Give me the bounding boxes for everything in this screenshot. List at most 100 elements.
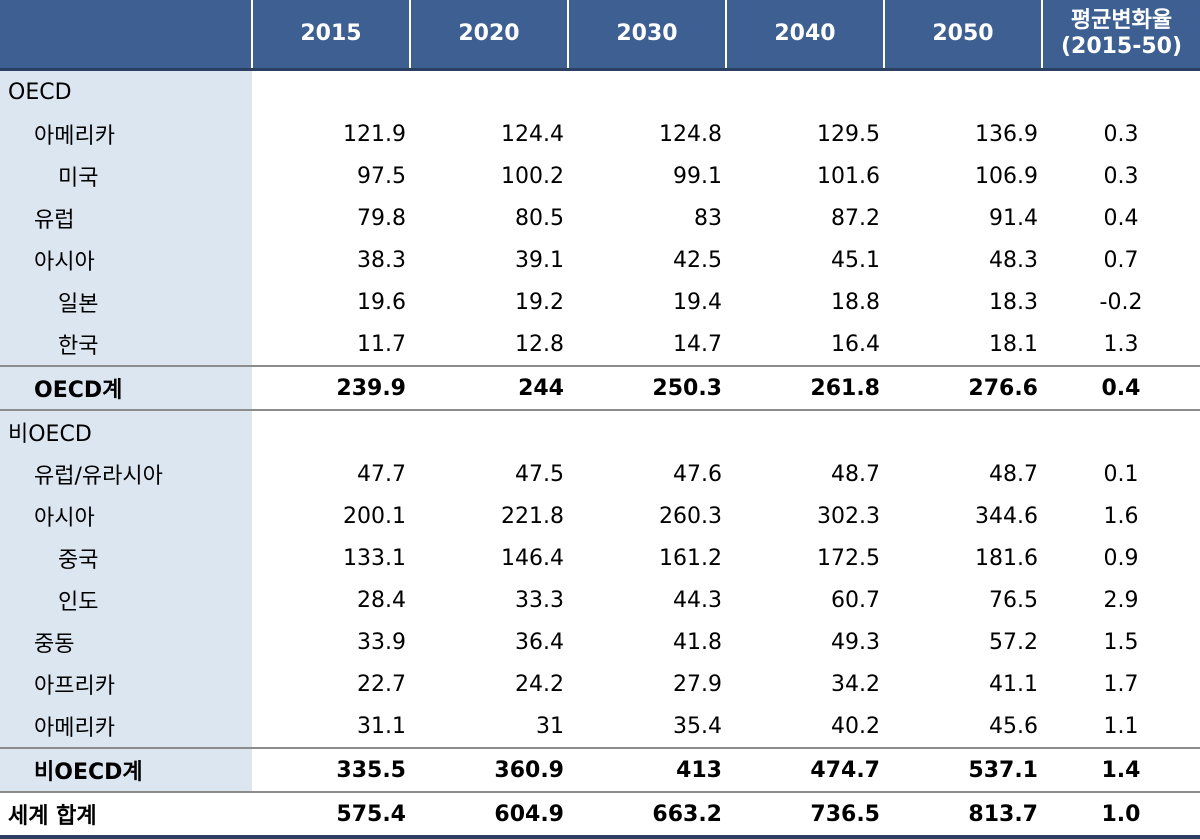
table-row: 아시아 200.1 221.8 260.3 302.3 344.6 1.6 bbox=[0, 495, 1200, 537]
cell-value: 161.2 bbox=[659, 545, 722, 571]
cell-value: 18.8 bbox=[831, 289, 880, 315]
cell-avg: 0.3 bbox=[1103, 121, 1139, 147]
table-row: 비OECD bbox=[0, 410, 1200, 453]
cell-value: 14.7 bbox=[673, 331, 722, 357]
cell-value: 302.3 bbox=[817, 503, 880, 529]
header-year: 2020 bbox=[410, 0, 569, 70]
row-label: 아시아 bbox=[0, 495, 252, 537]
table-row: 한국 11.7 12.8 14.7 16.4 18.1 1.3 bbox=[0, 323, 1200, 366]
cell-avg: 1.5 bbox=[1103, 629, 1139, 655]
cell-value: 413 bbox=[676, 757, 722, 783]
cell-value: 124.4 bbox=[501, 121, 564, 147]
row-label: OECD계 bbox=[0, 366, 252, 410]
subtotal-row: OECD계 239.9 244 250.3 261.8 276.6 0.4 bbox=[0, 366, 1200, 410]
row-label: 아시아 bbox=[0, 239, 252, 281]
cell-value: 28.4 bbox=[357, 587, 406, 613]
table-row: 유럽 79.8 80.5 83 87.2 91.4 0.4 bbox=[0, 197, 1200, 239]
cell-value: 101.6 bbox=[817, 163, 880, 189]
cell-value: 813.7 bbox=[968, 801, 1038, 827]
cell-value: 48.7 bbox=[831, 461, 880, 487]
cell-value: 99.1 bbox=[673, 163, 722, 189]
cell-value: 41.8 bbox=[673, 629, 722, 655]
cell-value bbox=[252, 410, 410, 453]
cell-value: 57.2 bbox=[989, 629, 1038, 655]
header-year: 2015 bbox=[252, 0, 411, 70]
cell-value: 45.6 bbox=[989, 713, 1038, 739]
cell-avg: 0.4 bbox=[1101, 375, 1141, 401]
cell-avg: 1.7 bbox=[1103, 671, 1139, 697]
cell-value: 344.6 bbox=[975, 503, 1038, 529]
header-row: 2015 2020 2030 2040 2050 평균변화율 (2015-50) bbox=[0, 0, 1200, 70]
cell-value: 335.5 bbox=[336, 757, 406, 783]
cell-value: 42.5 bbox=[673, 247, 722, 273]
cell-value: 22.7 bbox=[357, 671, 406, 697]
cell-value: 100.2 bbox=[501, 163, 564, 189]
table-row: 아프리카 22.7 24.2 27.9 34.2 41.1 1.7 bbox=[0, 663, 1200, 705]
cell-avg: 0.9 bbox=[1103, 545, 1139, 571]
cell-value: 474.7 bbox=[810, 757, 880, 783]
header-year: 2040 bbox=[726, 0, 885, 70]
cell-value: 80.5 bbox=[515, 205, 564, 231]
cell-value: 146.4 bbox=[501, 545, 564, 571]
table-row: 미국 97.5 100.2 99.1 101.6 106.9 0.3 bbox=[0, 155, 1200, 197]
row-label: 세계 합계 bbox=[0, 792, 252, 837]
cell-value bbox=[410, 410, 568, 453]
cell-value: 83 bbox=[694, 205, 722, 231]
cell-value: 48.7 bbox=[989, 461, 1038, 487]
row-label: 미국 bbox=[0, 155, 252, 197]
cell-value bbox=[568, 70, 726, 114]
table-row: 중국 133.1 146.4 161.2 172.5 181.6 0.9 bbox=[0, 537, 1200, 579]
cell-value: 47.6 bbox=[673, 461, 722, 487]
cell-value: 604.9 bbox=[494, 801, 564, 827]
grand-total-row: 세계 합계 575.4 604.9 663.2 736.5 813.7 1.0 bbox=[0, 792, 1200, 837]
cell-value: 33.9 bbox=[357, 629, 406, 655]
cell-value: 19.6 bbox=[357, 289, 406, 315]
cell-value: 663.2 bbox=[652, 801, 722, 827]
cell-value: 79.8 bbox=[357, 205, 406, 231]
cell-value: 27.9 bbox=[673, 671, 722, 697]
cell-value: 47.5 bbox=[515, 461, 564, 487]
cell-value: 181.6 bbox=[975, 545, 1038, 571]
cell-avg: 1.1 bbox=[1103, 713, 1139, 739]
cell-value: 24.2 bbox=[515, 671, 564, 697]
table-row: 중동 33.9 36.4 41.8 49.3 57.2 1.5 bbox=[0, 621, 1200, 663]
cell-value: 200.1 bbox=[343, 503, 406, 529]
cell-value: 244 bbox=[518, 375, 564, 401]
cell-avg: 2.9 bbox=[1103, 587, 1139, 613]
row-label: 비OECD bbox=[0, 410, 252, 453]
table-row: OECD bbox=[0, 69, 1200, 114]
cell-value: 36.4 bbox=[515, 629, 564, 655]
cell-value: 172.5 bbox=[817, 545, 880, 571]
cell-value: 19.4 bbox=[673, 289, 722, 315]
table-row: 일본 19.6 19.2 19.4 18.8 18.3 -0.2 bbox=[0, 281, 1200, 323]
cell-value: 76.5 bbox=[989, 587, 1038, 613]
cell-avg: -0.2 bbox=[1099, 289, 1143, 315]
cell-value bbox=[726, 70, 884, 114]
cell-value: 91.4 bbox=[989, 205, 1038, 231]
cell-value: 121.9 bbox=[343, 121, 406, 147]
row-label: 아프리카 bbox=[0, 663, 252, 705]
table-row: 아메리카 31.1 31 35.4 40.2 45.6 1.1 bbox=[0, 705, 1200, 748]
cell-avg: 1.4 bbox=[1101, 757, 1141, 783]
cell-value: 261.8 bbox=[810, 375, 880, 401]
cell-value: 16.4 bbox=[831, 331, 880, 357]
cell-value: 106.9 bbox=[975, 163, 1038, 189]
cell-value: 736.5 bbox=[810, 801, 880, 827]
header-avg-line2: (2015-50) bbox=[1060, 34, 1183, 59]
row-label: 한국 bbox=[0, 323, 252, 366]
header-avg-line1: 평균변화율 bbox=[1070, 8, 1173, 33]
cell-value: 221.8 bbox=[501, 503, 564, 529]
cell-value: 97.5 bbox=[357, 163, 406, 189]
cell-value: 18.1 bbox=[989, 331, 1038, 357]
row-label: 유럽 bbox=[0, 197, 252, 239]
row-label: 유럽/유라시아 bbox=[0, 453, 252, 495]
cell-value: 276.6 bbox=[968, 375, 1038, 401]
cell-value bbox=[410, 70, 568, 114]
cell-avg: 0.1 bbox=[1103, 461, 1139, 487]
cell-value: 250.3 bbox=[652, 375, 722, 401]
cell-value bbox=[568, 410, 726, 453]
cell-value: 47.7 bbox=[357, 461, 406, 487]
row-label: 인도 bbox=[0, 579, 252, 621]
cell-value bbox=[884, 70, 1042, 114]
